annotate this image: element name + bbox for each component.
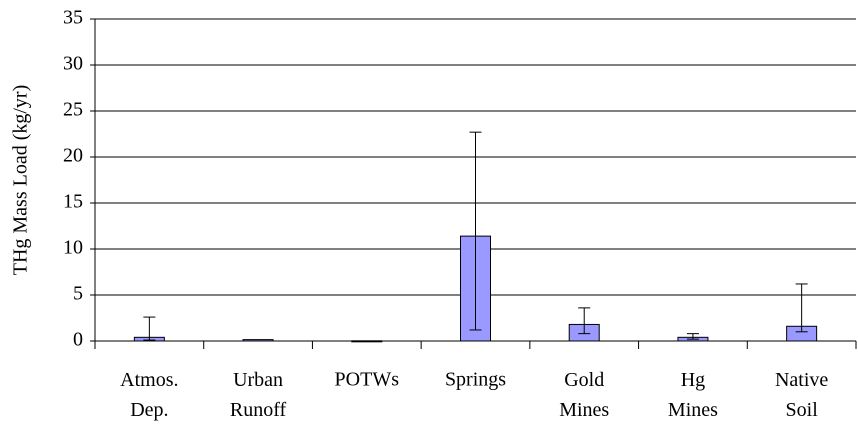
- x-tick-label: POTWs: [335, 369, 400, 391]
- bar: [351, 340, 383, 343]
- y-axis-label: THg Mass Load (kg/yr): [10, 85, 32, 276]
- x-tick-label: Springs: [445, 369, 506, 391]
- y-tick-label: 30: [63, 53, 83, 75]
- y-tick-label: 0: [73, 329, 83, 351]
- y-tick-label: 5: [73, 283, 83, 305]
- y-tick-label: 20: [63, 145, 83, 167]
- y-tick-label: 25: [63, 99, 83, 121]
- bar: [242, 339, 274, 342]
- y-tick-label: 15: [63, 191, 83, 213]
- x-tick-label: Native Soil: [775, 369, 828, 421]
- y-tick-label: 10: [63, 237, 83, 259]
- y-tick-label: 35: [63, 7, 83, 29]
- x-tick-label: Hg Mines: [668, 369, 718, 421]
- x-tick-label: Urban Runoff: [230, 369, 287, 421]
- x-tick-label: Atmos. Dep.: [120, 369, 178, 421]
- x-tick-label: Gold Mines: [559, 369, 609, 421]
